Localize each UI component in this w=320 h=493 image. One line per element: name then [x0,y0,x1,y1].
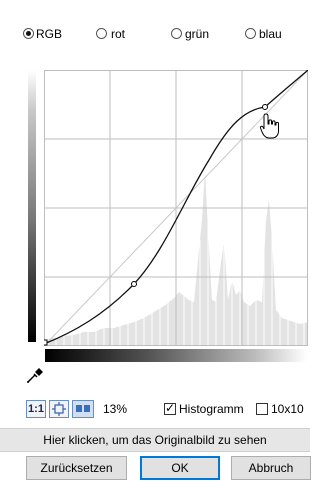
radio-blau-label[interactable]: blau [259,27,282,41]
zoom-percent: 13% [103,402,128,416]
curve-svg[interactable] [41,69,309,347]
curve-point-black[interactable] [41,339,48,346]
zoom-1to1-button[interactable]: 1:1 [26,400,46,418]
fit-view-icon [52,402,66,416]
split-view-icon [76,405,90,412]
histogram-checkbox[interactable] [164,401,176,415]
input-gradient-bar [45,349,307,362]
radio-gruen-label[interactable]: grün [185,27,210,41]
split-view-button[interactable] [72,400,94,418]
radio-blau[interactable] [245,28,256,39]
eyedropper-icon[interactable] [26,368,44,384]
radio-rot-label[interactable]: rot [111,27,126,41]
show-original-bar[interactable]: Hier klicken, um das Originalbild zu seh… [0,428,310,452]
radio-gruen[interactable] [171,28,182,39]
grid-checkbox[interactable] [256,403,268,415]
radio-rgb-label[interactable]: RGB [36,27,63,41]
histogram-label[interactable]: Histogramm [179,402,244,416]
output-gradient-bar [28,70,36,342]
curve-editor[interactable] [41,69,309,347]
reset-button[interactable]: Zurücksetzen [26,456,127,480]
grid [44,70,308,346]
cancel-button[interactable]: Abbruch [231,456,311,480]
tone-curve[interactable] [43,69,309,345]
ok-button[interactable]: OK [140,456,220,480]
hand-cursor-icon [259,113,279,139]
radio-rgb[interactable] [23,28,34,39]
grid-label[interactable]: 10x10 [271,402,304,416]
radio-rot[interactable] [96,28,107,39]
fit-view-button[interactable] [49,400,69,418]
curve-point-highlights[interactable] [262,104,268,110]
curve-point-shadows[interactable] [131,281,137,287]
